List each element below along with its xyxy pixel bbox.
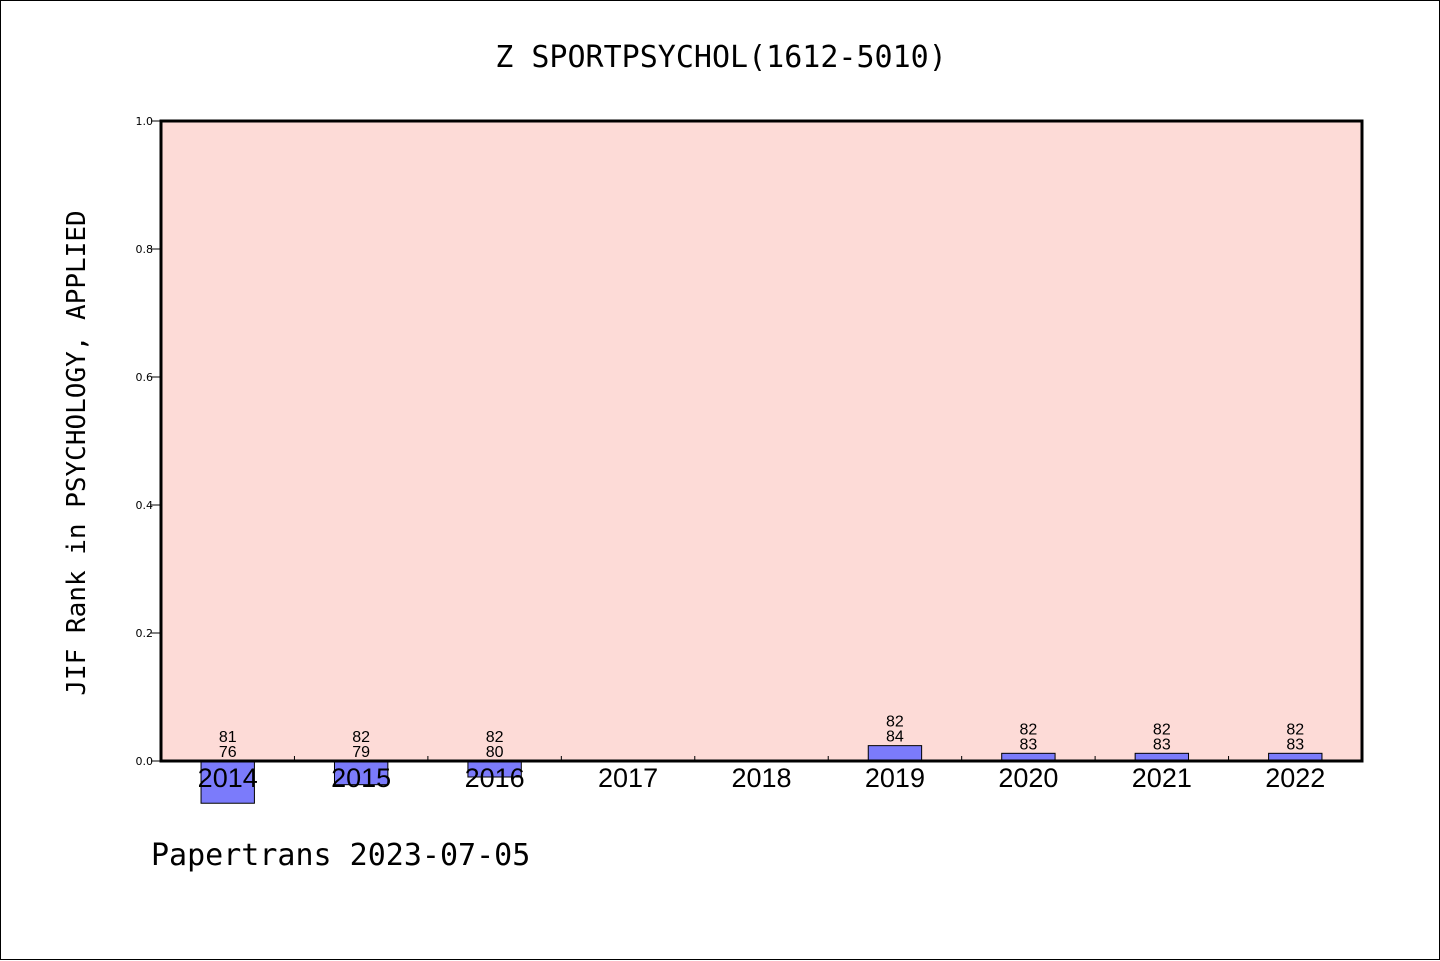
bars-layer bbox=[200, 745, 1323, 804]
footer-text: Papertrans 2023-07-05 bbox=[151, 838, 530, 873]
y-axis-label: JIF Rank in PSYCHOLOGY, APPLIED bbox=[62, 210, 92, 695]
x-tick-label: 2018 bbox=[731, 763, 791, 793]
y-tick-label: 0.4 bbox=[136, 499, 154, 512]
bar-label-bottom: 76 bbox=[219, 744, 237, 761]
x-tick-label: 2014 bbox=[198, 763, 258, 793]
bar-label-bottom: 79 bbox=[352, 744, 370, 761]
x-axis: 2014 2015 2016 2017 2018 2019 2020 2021 2022 bbox=[198, 756, 1325, 793]
y-tick-label: 1.0 bbox=[136, 115, 154, 128]
bar-label-bottom: 83 bbox=[1286, 736, 1304, 753]
x-tick-label: 2020 bbox=[998, 763, 1058, 793]
x-tick-label: 2021 bbox=[1132, 763, 1192, 793]
bar-label-top: 82 bbox=[352, 729, 370, 746]
bar-label-bottom: 83 bbox=[1153, 736, 1171, 753]
bar-2014 bbox=[200, 760, 255, 804]
bar-label-top: 82 bbox=[1286, 721, 1304, 738]
x-tick-label: 2016 bbox=[465, 763, 525, 793]
plot-border bbox=[159, 119, 1364, 763]
bar-label-top: 82 bbox=[486, 729, 504, 746]
bar-label-bottom: 83 bbox=[1019, 736, 1037, 753]
x-tick-label: 2015 bbox=[331, 763, 391, 793]
chart-title: Z SPORTPSYCHOL(1612-5010) bbox=[495, 40, 947, 75]
bar-label-top: 82 bbox=[1019, 721, 1037, 738]
x-tick-label: 2022 bbox=[1265, 763, 1325, 793]
plot-area bbox=[161, 121, 1362, 761]
bar-label-bottom: 84 bbox=[886, 729, 904, 746]
y-tick-label: 0.8 bbox=[136, 243, 154, 256]
bar-label-top: 81 bbox=[219, 729, 237, 746]
x-tick-label: 2019 bbox=[865, 763, 925, 793]
bar-label-bottom: 80 bbox=[486, 744, 504, 761]
y-tick-label: 0.6 bbox=[136, 371, 154, 384]
bar-2019 bbox=[867, 745, 923, 762]
bar-label-top: 82 bbox=[886, 714, 904, 731]
y-axis: 0.0 0.2 0.4 0.6 0.8 1.0 bbox=[136, 115, 161, 768]
x-tick-label: 2017 bbox=[598, 763, 658, 793]
bar-label-top: 82 bbox=[1153, 721, 1171, 738]
y-tick-label: 0.2 bbox=[136, 627, 154, 640]
y-tick-label: 0.0 bbox=[136, 755, 154, 768]
